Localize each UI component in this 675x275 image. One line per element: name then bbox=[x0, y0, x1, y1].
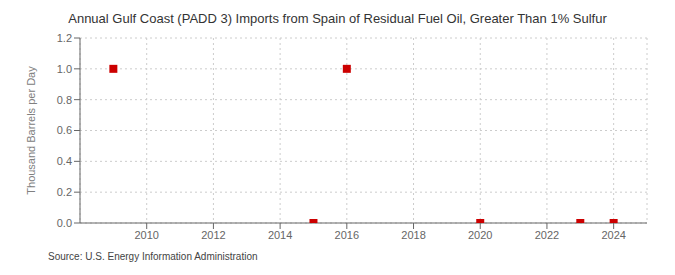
svg-text:2016: 2016 bbox=[335, 229, 359, 241]
html-text:Annual Gulf Coast (PADD 3) Imp: Annual Gulf Coast (PADD 3) Imports from … bbox=[68, 11, 607, 26]
svg-text:0.4: 0.4 bbox=[57, 155, 72, 167]
svg-text:Thousand Barrels per Day: Thousand Barrels per Day bbox=[25, 66, 37, 195]
svg-text:1.2: 1.2 bbox=[57, 32, 72, 44]
svg-text:1.0: 1.0 bbox=[57, 63, 72, 75]
svg-text:2010: 2010 bbox=[134, 229, 158, 241]
svg-text:0.2: 0.2 bbox=[57, 186, 72, 198]
svg-text:2018: 2018 bbox=[401, 229, 425, 241]
svg-text:2020: 2020 bbox=[468, 229, 492, 241]
svg-text:2014: 2014 bbox=[268, 229, 292, 241]
svg-text:2024: 2024 bbox=[601, 229, 625, 241]
svg-text:0.6: 0.6 bbox=[57, 124, 72, 136]
svg-text:2022: 2022 bbox=[535, 229, 559, 241]
svg-text:2012: 2012 bbox=[201, 229, 225, 241]
svg-text:0.0: 0.0 bbox=[57, 217, 72, 229]
svg-text:0.8: 0.8 bbox=[57, 94, 72, 106]
html-text:Source: U.S. Energy Informatio: Source: U.S. Energy Information Administ… bbox=[48, 251, 258, 262]
